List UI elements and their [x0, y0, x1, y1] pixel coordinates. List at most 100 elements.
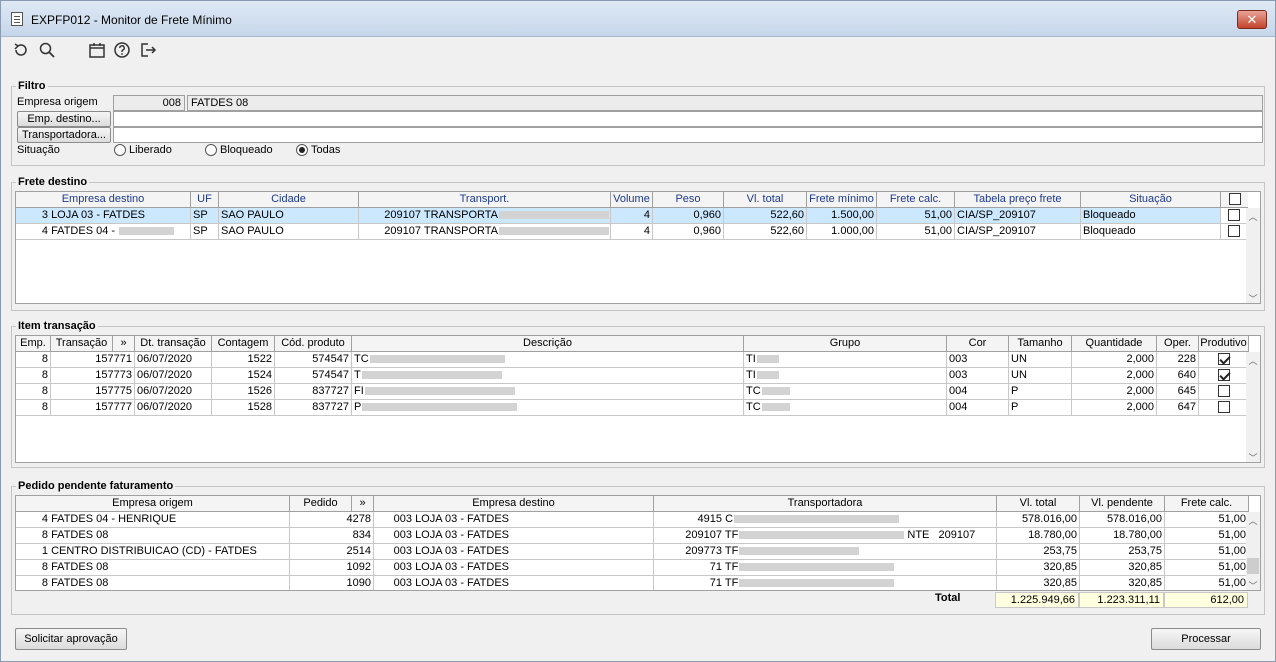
select-all-checkbox[interactable]: [1228, 193, 1241, 206]
scroll-up-icon[interactable]: ︿: [1248, 212, 1258, 222]
pedido-row-pedido: 4278: [290, 512, 374, 528]
pedido-row[interactable]: 1 CENTRO DISTRIBUICAO (CD) - FATDES 2514…: [16, 544, 1249, 560]
radio-bloqueado-dot[interactable]: [205, 144, 217, 156]
item-row-produtivo-checkbox[interactable]: [1217, 353, 1230, 366]
col-transportadora[interactable]: Transportadora: [654, 496, 997, 512]
col-frete-calc[interactable]: Frete calc.: [877, 192, 955, 208]
pedido-row[interactable]: 8 FATDES 08 834 003 LOJA 03 - FATDES 209…: [16, 528, 1249, 544]
pedido-row-pedido: 834: [290, 528, 374, 544]
item-scrollbar[interactable]: ︿ ﹀: [1246, 352, 1260, 463]
scroll-up-icon[interactable]: ︿: [1248, 356, 1258, 366]
col-tamanho[interactable]: Tamanho: [1009, 336, 1072, 352]
emp-destino-field[interactable]: [113, 111, 1263, 127]
col-vl-total[interactable]: Vl. total: [724, 192, 807, 208]
frete-row-calc: 51,00: [877, 208, 955, 224]
undo-icon[interactable]: [12, 41, 30, 59]
scroll-up-icon[interactable]: ︿: [1248, 516, 1258, 526]
pedido-pendente-grid: Empresa origem Pedido » Empresa destino …: [15, 495, 1261, 591]
item-row-emp: 8: [16, 352, 51, 368]
radio-todas[interactable]: Todas: [296, 144, 340, 156]
radio-bloqueado[interactable]: Bloqueado: [205, 144, 273, 156]
frete-row-checkbox[interactable]: [1228, 225, 1240, 238]
item-row[interactable]: 8 157775 06/07/2020 1526 837727 FI TC 00…: [16, 384, 1249, 400]
col-quantidade[interactable]: Quantidade: [1072, 336, 1157, 352]
col-empresa-origem[interactable]: Empresa origem: [16, 496, 290, 512]
col-frete-minimo[interactable]: Frete mínimo: [807, 192, 877, 208]
col-cidade[interactable]: Cidade: [219, 192, 359, 208]
item-row[interactable]: 8 157773 06/07/2020 1524 574547 T TI 003…: [16, 368, 1249, 384]
emp-destino-button[interactable]: Emp. destino...: [17, 111, 111, 127]
col-volume[interactable]: Volume: [611, 192, 653, 208]
col-oper[interactable]: Oper.: [1157, 336, 1199, 352]
col-vl-total[interactable]: Vl. total: [997, 496, 1080, 512]
item-row[interactable]: 8 157771 06/07/2020 1522 574547 TC TI 00…: [16, 352, 1249, 368]
col-empresa-destino[interactable]: Empresa destino: [16, 192, 191, 208]
item-row-produtivo-checkbox[interactable]: [1217, 385, 1230, 398]
item-row-dt: 06/07/2020: [135, 352, 212, 368]
scroll-down-icon[interactable]: ﹀: [1248, 581, 1258, 591]
pedido-row-frete: 51,00: [1165, 528, 1249, 544]
frete-row[interactable]: 4 FATDES 04 - SP SAO PAULO 209107 TRANSP…: [16, 224, 1248, 240]
item-row-produtivo-checkbox[interactable]: [1217, 401, 1230, 414]
col-grupo[interactable]: Grupo: [744, 336, 947, 352]
empresa-origem-code-field[interactable]: 008: [113, 95, 185, 111]
col-cor[interactable]: Cor: [947, 336, 1009, 352]
pedido-row[interactable]: 4 FATDES 04 - HENRIQUE 4278 003 LOJA 03 …: [16, 512, 1249, 528]
col-transport[interactable]: Transport.: [359, 192, 611, 208]
pedido-scrollbar[interactable]: ︿ ﹀: [1246, 512, 1260, 591]
item-row-contagem: 1522: [212, 352, 275, 368]
col-select-all[interactable]: [1221, 192, 1248, 208]
col-produtivo[interactable]: Produtivo: [1199, 336, 1249, 352]
item-row-cor: 004: [947, 400, 1009, 416]
exit-icon[interactable]: [139, 41, 157, 59]
col-situacao[interactable]: Situação: [1081, 192, 1221, 208]
pedido-row-pedido: 1090: [290, 576, 374, 590]
col-pedido[interactable]: Pedido: [290, 496, 352, 512]
item-row-oper: 228: [1157, 352, 1199, 368]
scroll-down-icon[interactable]: ﹀: [1248, 294, 1258, 304]
transportadora-button[interactable]: Transportadora...: [17, 127, 111, 143]
col-tabela-preco[interactable]: Tabela preço frete: [955, 192, 1081, 208]
close-button[interactable]: ✕: [1237, 10, 1267, 29]
scroll-down-icon[interactable]: ﹀: [1248, 453, 1258, 463]
col-dt-transacao[interactable]: Dt. transação: [135, 336, 212, 352]
col-expand[interactable]: »: [352, 496, 374, 512]
frete-row[interactable]: 3 LOJA 03 - FATDES SP SAO PAULO 209107 T…: [16, 208, 1248, 224]
frete-row-tname: TRANSPORTA: [423, 225, 499, 237]
radio-liberado[interactable]: Liberado: [114, 144, 172, 156]
solicitar-aprovacao-button[interactable]: Solicitar aprovação: [15, 628, 127, 650]
col-uf[interactable]: UF: [191, 192, 219, 208]
pedido-row[interactable]: 8 FATDES 08 1090 003 LOJA 03 - FATDES 71…: [16, 576, 1249, 590]
processar-button[interactable]: Processar: [1151, 628, 1261, 650]
col-expand[interactable]: »: [113, 336, 135, 352]
search-icon[interactable]: [38, 41, 56, 59]
empresa-origem-label: Empresa origem: [17, 96, 98, 108]
col-peso[interactable]: Peso: [653, 192, 724, 208]
frete-row-checkbox[interactable]: [1228, 209, 1240, 222]
col-descricao[interactable]: Descrição: [352, 336, 744, 352]
col-empresa-destino[interactable]: Empresa destino: [374, 496, 654, 512]
pedido-row-origem: FATDES 04 - HENRIQUE: [51, 513, 177, 525]
item-row-dt: 06/07/2020: [135, 384, 212, 400]
frete-row-tcode: 209107: [384, 225, 421, 237]
frete-row-empresa: LOJA 03 - FATDES: [51, 209, 146, 221]
col-vl-pendente[interactable]: Vl. pendente: [1080, 496, 1165, 512]
col-frete-calc[interactable]: Frete calc.: [1165, 496, 1249, 512]
radio-liberado-dot[interactable]: [114, 144, 126, 156]
item-row-produtivo-checkbox[interactable]: [1217, 369, 1230, 382]
col-emp[interactable]: Emp.: [16, 336, 51, 352]
col-cod-produto[interactable]: Cód. produto: [275, 336, 352, 352]
scroll-thumb[interactable]: [1247, 558, 1259, 574]
help-icon[interactable]: [113, 41, 131, 59]
pedido-row[interactable]: 8 FATDES 08 1092 003 LOJA 03 - FATDES 71…: [16, 560, 1249, 576]
item-row-oper: 647: [1157, 400, 1199, 416]
item-row[interactable]: 8 157777 06/07/2020 1528 837727 P TC 004…: [16, 400, 1249, 416]
col-contagem[interactable]: Contagem: [212, 336, 275, 352]
radio-todas-dot[interactable]: [296, 144, 308, 156]
col-transacao[interactable]: Transação: [51, 336, 113, 352]
frete-scrollbar[interactable]: ︿ ﹀: [1246, 208, 1260, 304]
total-vl-total: 1.225.949,66: [995, 592, 1079, 608]
item-row-produto: 837727: [275, 400, 352, 416]
transportadora-field[interactable]: [113, 127, 1263, 143]
calendar-icon[interactable]: [88, 41, 106, 59]
